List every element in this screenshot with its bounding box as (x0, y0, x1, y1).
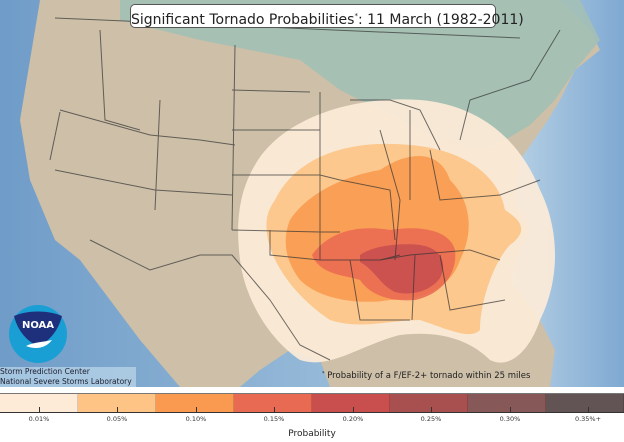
tick: 0.20% (323, 407, 383, 423)
colorbar (0, 393, 624, 413)
tick: 0.30% (480, 407, 540, 423)
tick-label: 0.01% (28, 415, 50, 423)
tick-label: 0.10% (185, 415, 207, 423)
tick-label: 0.35%+ (574, 415, 602, 423)
footnote-text: Probability of a F/EF-2+ tornado within … (327, 371, 531, 381)
colorbar-ticks: 0.01% 0.05% 0.10% 0.15% 0.20% 0.25% 0.30… (0, 407, 624, 433)
credit-block: Storm Prediction Center National Severe … (0, 367, 136, 387)
map-graphic (0, 0, 624, 387)
logo-text: NOAA (22, 320, 54, 331)
colorbar-bin-4 (312, 394, 390, 412)
colorbar-bin-7 (546, 394, 624, 412)
tick-label: 0.15% (263, 415, 285, 423)
colorbar-bin-2 (156, 394, 234, 412)
footnote-marker: * (322, 371, 325, 377)
title-suffix: : 11 March (1982-2011) (357, 12, 524, 28)
colorbar-legend: 0.01% 0.05% 0.10% 0.15% 0.20% 0.25% 0.30… (0, 390, 624, 442)
tick: 0.15% (244, 407, 304, 423)
credit-line-1: Storm Prediction Center (0, 367, 90, 376)
tick: 0.05% (87, 407, 147, 423)
tick: 0.10% (166, 407, 226, 423)
probability-map: Significant Tornado Probabilities*: 11 M… (0, 0, 624, 387)
colorbar-bin-1 (78, 394, 156, 412)
colorbar-title: Probability (288, 429, 336, 439)
noaa-logo-icon: NOAA (8, 302, 68, 364)
colorbar-bin-6 (468, 394, 546, 412)
tick-label: 0.20% (342, 415, 364, 423)
colorbar-bin-0 (0, 394, 78, 412)
tick-label: 0.30% (499, 415, 521, 423)
colorbar-bin-3 (234, 394, 312, 412)
colorbar-bin-5 (390, 394, 468, 412)
title-text: Significant Tornado Probabilities (131, 12, 355, 28)
map-title: Significant Tornado Probabilities*: 11 M… (130, 4, 524, 28)
tick: 0.35%+ (558, 407, 618, 423)
title-marker: * (354, 12, 358, 20)
tick: 0.01% (9, 407, 69, 423)
tick-label: 0.25% (420, 415, 442, 423)
credit-line-2: National Severe Storms Laboratory (0, 377, 132, 386)
tick: 0.25% (401, 407, 461, 423)
footnote: * Probability of a F/EF-2+ tornado withi… (322, 371, 530, 381)
tick-label: 0.05% (106, 415, 128, 423)
